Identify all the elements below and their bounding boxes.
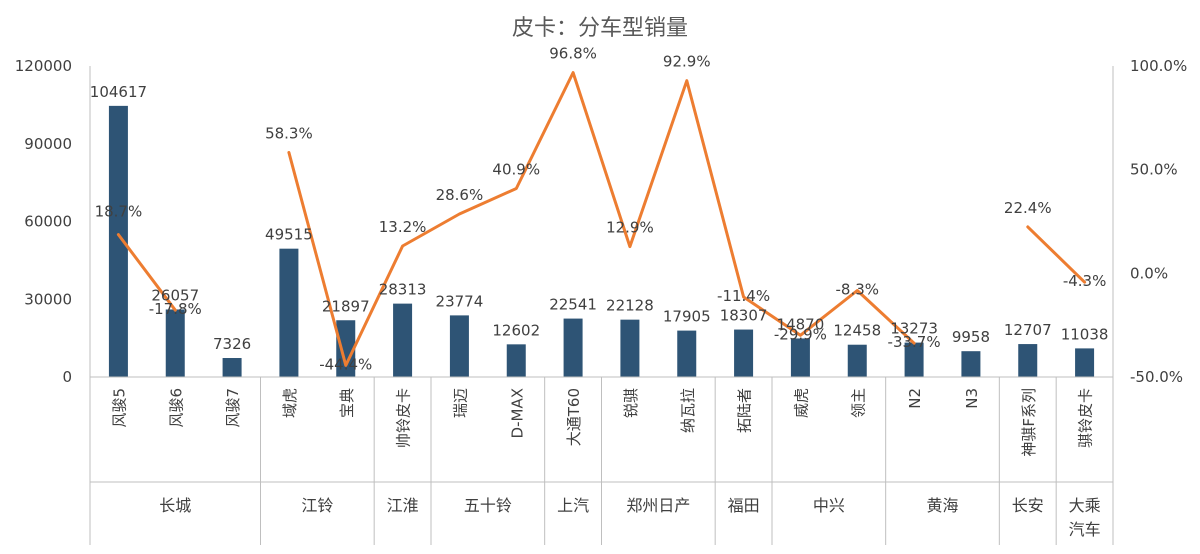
growth-value-label: -29.9% bbox=[774, 325, 827, 343]
bar-风骏5 bbox=[108, 105, 128, 377]
group-label: 长城 bbox=[159, 496, 191, 515]
growth-value-label: 12.9% bbox=[606, 219, 654, 237]
bar-value-label: 12602 bbox=[492, 321, 540, 339]
category-label: 纳瓦拉 bbox=[679, 388, 697, 433]
y-right-tick-label: -50.0% bbox=[1130, 368, 1183, 386]
bar-N3 bbox=[961, 351, 981, 377]
category-label: 域虎 bbox=[281, 388, 299, 418]
group-label: 黄海 bbox=[926, 496, 958, 515]
category-label: 骐铃皮卡 bbox=[1077, 388, 1095, 448]
bar-value-label: 7326 bbox=[213, 335, 251, 353]
growth-value-label: 92.9% bbox=[663, 53, 711, 71]
bar-value-label: 11038 bbox=[1061, 325, 1109, 343]
group-label: 江淮 bbox=[387, 496, 419, 515]
y-right-tick-label: 50.0% bbox=[1130, 161, 1178, 179]
bar-拓陆者 bbox=[734, 329, 754, 377]
category-label: 拓陆者 bbox=[736, 388, 754, 433]
bar-领主 bbox=[847, 344, 867, 377]
category-label: 瑞迈 bbox=[451, 388, 469, 418]
bar-value-label: 22541 bbox=[549, 296, 597, 314]
category-label: 宝典 bbox=[338, 388, 356, 418]
y-right-tick-label: 0.0% bbox=[1130, 264, 1168, 282]
bar-value-label: 23774 bbox=[436, 292, 484, 310]
category-label: N2 bbox=[906, 388, 924, 409]
bar-value-label: 12458 bbox=[833, 322, 881, 340]
group-label: 江铃 bbox=[301, 496, 333, 515]
category-label: N3 bbox=[963, 388, 981, 409]
growth-line-segment bbox=[1026, 225, 1087, 284]
bar-value-label: 22128 bbox=[606, 297, 654, 315]
bar-value-label: 49515 bbox=[265, 226, 313, 244]
growth-line-segment bbox=[116, 233, 177, 312]
category-label: 风骏7 bbox=[224, 388, 242, 428]
growth-value-label: -4.3% bbox=[1063, 272, 1107, 290]
category-label: 锐骐 bbox=[622, 388, 640, 418]
category-label: 风骏5 bbox=[110, 388, 128, 428]
bar-N2 bbox=[904, 342, 924, 377]
bar-瑞迈 bbox=[449, 315, 469, 377]
growth-value-label: -11.4% bbox=[717, 287, 770, 305]
bar-value-label: 14870 bbox=[777, 315, 825, 333]
bar-纳瓦拉 bbox=[677, 330, 697, 377]
bar-value-label: 9958 bbox=[952, 328, 990, 346]
group-label-line: 大乘 bbox=[1069, 496, 1101, 515]
bar-value-label: 26057 bbox=[151, 286, 199, 304]
y-right-tick-label: 100.0% bbox=[1130, 57, 1187, 75]
group-label: 福田 bbox=[728, 496, 760, 515]
bar-威虎 bbox=[790, 338, 810, 377]
growth-line-segment bbox=[287, 71, 916, 367]
category-label: 领主 bbox=[849, 388, 867, 418]
bar-value-label: 18307 bbox=[720, 307, 768, 325]
bar-锐骐 bbox=[620, 319, 640, 377]
category-label: 威虎 bbox=[792, 388, 810, 418]
bar-value-label: 17905 bbox=[663, 308, 711, 326]
bar-域虎 bbox=[279, 248, 299, 377]
group-label: 五十铃 bbox=[464, 496, 512, 515]
bar-value-label: 104617 bbox=[90, 83, 147, 101]
bar-value-label: 28313 bbox=[379, 281, 427, 299]
growth-value-label: 40.9% bbox=[492, 161, 540, 179]
growth-value-label: 58.3% bbox=[265, 124, 313, 142]
group-label: 长安 bbox=[1012, 496, 1044, 515]
growth-value-label: 22.4% bbox=[1004, 199, 1052, 217]
category-label: D-MAX bbox=[508, 388, 526, 438]
growth-value-label: -17.8% bbox=[149, 300, 202, 318]
category-label: 风骏6 bbox=[167, 388, 185, 428]
bar-神骐F系列 bbox=[1018, 344, 1038, 377]
bar-value-label: 13273 bbox=[890, 320, 938, 338]
growth-value-label: 13.2% bbox=[379, 218, 427, 236]
bar-D-MAX bbox=[506, 344, 526, 377]
growth-value-label: -44.4% bbox=[319, 355, 372, 373]
y-left-tick-label: 30000 bbox=[24, 290, 72, 308]
y-left-tick-label: 60000 bbox=[24, 213, 72, 231]
group-label: 上汽 bbox=[557, 496, 589, 515]
y-left-tick-label: 0 bbox=[62, 368, 72, 386]
bar-宝典 bbox=[336, 320, 356, 377]
y-left-tick-label: 90000 bbox=[24, 135, 72, 153]
group-label: 郑州日产 bbox=[626, 496, 690, 515]
growth-value-label: 28.6% bbox=[436, 186, 484, 204]
growth-value-label: 96.8% bbox=[549, 45, 597, 63]
bar-风骏7 bbox=[222, 358, 242, 377]
y-left-tick-label: 120000 bbox=[15, 57, 72, 75]
bar-value-label: 21897 bbox=[322, 297, 370, 315]
category-label: 大通T60 bbox=[565, 388, 583, 446]
bar-骐铃皮卡 bbox=[1075, 348, 1095, 377]
category-label: 神骐F系列 bbox=[1020, 388, 1038, 457]
bar-风骏6 bbox=[165, 309, 185, 377]
chart-title: 皮卡：分车型销量 bbox=[512, 16, 688, 41]
group-label: 中兴 bbox=[813, 496, 845, 515]
group-label: 大乘汽车 bbox=[1069, 496, 1101, 539]
growth-value-label: -8.3% bbox=[835, 281, 879, 299]
group-label-line: 汽车 bbox=[1069, 520, 1101, 539]
bar-value-label: 12707 bbox=[1004, 321, 1052, 339]
bar-大通T60 bbox=[563, 318, 583, 377]
category-label: 帅铃皮卡 bbox=[395, 388, 413, 448]
growth-value-label: -33.7% bbox=[888, 333, 941, 351]
bar-帅铃皮卡 bbox=[393, 303, 413, 377]
growth-value-label: 18.7% bbox=[95, 203, 143, 221]
